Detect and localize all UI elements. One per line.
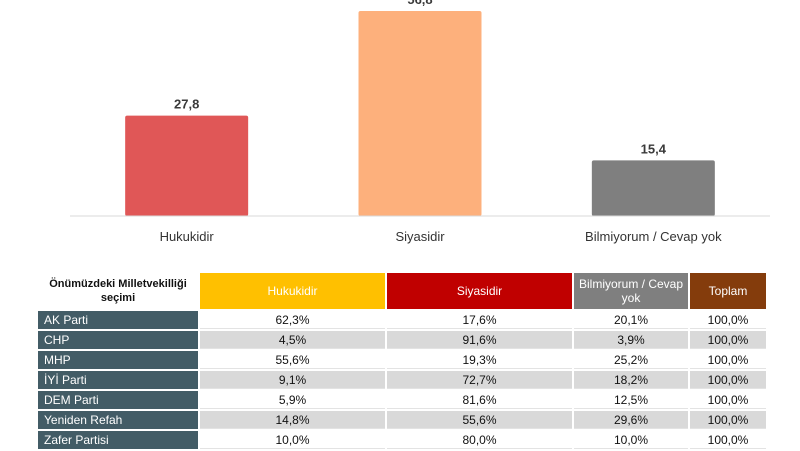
- table-cell: 3,9%: [574, 331, 688, 349]
- table-row: İYİ Parti 9,1% 72,7% 18,2% 100,0%: [38, 371, 766, 389]
- table-cell: 72,7%: [387, 371, 572, 389]
- table-cell: 100,0%: [690, 351, 766, 369]
- table-cell: 81,6%: [387, 391, 572, 409]
- table-cell: 20,1%: [574, 311, 688, 329]
- row-label: DEM Parti: [38, 391, 198, 409]
- table-cell: 18,2%: [574, 371, 688, 389]
- table-cell: 19,3%: [387, 351, 572, 369]
- column-header-bilmiyorum: Bilmiyorum / Cevap yok: [574, 273, 688, 309]
- row-label: AK Parti: [38, 311, 198, 329]
- category-label: Bilmiyorum / Cevap yok: [585, 229, 722, 244]
- table-cell: 10,0%: [200, 431, 385, 449]
- row-label: Yeniden Refah: [38, 411, 198, 429]
- table-cell: 91,6%: [387, 331, 572, 349]
- table-cell: 80,0%: [387, 431, 572, 449]
- column-header-toplam: Toplam: [690, 273, 766, 309]
- bar-0: [125, 115, 249, 216]
- table-row: CHP 4,5% 91,6% 3,9% 100,0%: [38, 331, 766, 349]
- row-label: MHP: [38, 351, 198, 369]
- table-cell: 4,5%: [200, 331, 385, 349]
- table-row: AK Parti 62,3% 17,6% 20,1% 100,0%: [38, 311, 766, 329]
- table-cell: 62,3%: [200, 311, 385, 329]
- table-cell: 10,0%: [574, 431, 688, 449]
- table-cell: 14,8%: [200, 411, 385, 429]
- table-row: MHP 55,6% 19,3% 25,2% 100,0%: [38, 351, 766, 369]
- data-label: 15,4: [641, 141, 667, 156]
- bars-group: 27,8 Hukukidir 56,8 Siyasidir 15,4 Bilmiyorum…: [125, 0, 722, 244]
- table-corner-label: Önümüzdeki Milletvekilliği seçimi: [38, 273, 198, 309]
- category-label: Hukukidir: [160, 229, 215, 244]
- table-cell: 100,0%: [690, 371, 766, 389]
- table-body: AK Parti 62,3% 17,6% 20,1% 100,0% CHP 4,5% 91,6…: [38, 311, 766, 449]
- table-row: DEM Parti 5,9% 81,6% 12,5% 100,0%: [38, 391, 766, 409]
- crosstab-table: Önümüzdeki Milletvekilliği seçimi Hukuki…: [36, 271, 768, 451]
- table-row: Yeniden Refah 14,8% 55,6% 29,6% 100,0%: [38, 411, 766, 429]
- table-header-row: Önümüzdeki Milletvekilliği seçimi Hukuki…: [38, 273, 766, 309]
- table-cell: 100,0%: [690, 431, 766, 449]
- bar-1: [358, 11, 482, 216]
- table-cell: 17,6%: [387, 311, 572, 329]
- row-label: Zafer Partisi: [38, 431, 198, 449]
- category-label: Siyasidir: [395, 229, 445, 244]
- table-cell: 5,9%: [200, 391, 385, 409]
- table-cell: 12,5%: [574, 391, 688, 409]
- column-header-siyasidir: Siyasidir: [387, 273, 572, 309]
- bar-2: [591, 160, 715, 216]
- table-cell: 29,6%: [574, 411, 688, 429]
- table-cell: 55,6%: [200, 351, 385, 369]
- column-header-hukukidir: Hukukidir: [200, 273, 385, 309]
- row-label: CHP: [38, 331, 198, 349]
- table-cell: 55,6%: [387, 411, 572, 429]
- table-cell: 100,0%: [690, 311, 766, 329]
- table-row: Zafer Partisi 10,0% 80,0% 10,0% 100,0%: [38, 431, 766, 449]
- table-cell: 100,0%: [690, 411, 766, 429]
- table-cell: 100,0%: [690, 331, 766, 349]
- bar-chart: 27,8 Hukukidir 56,8 Siyasidir 15,4 Bilmiyorum…: [70, 0, 770, 244]
- row-label: İYİ Parti: [38, 371, 198, 389]
- data-label: 56,8: [407, 0, 432, 7]
- data-label: 27,8: [174, 97, 199, 112]
- table-cell: 25,2%: [574, 351, 688, 369]
- table-cell: 9,1%: [200, 371, 385, 389]
- table-cell: 100,0%: [690, 391, 766, 409]
